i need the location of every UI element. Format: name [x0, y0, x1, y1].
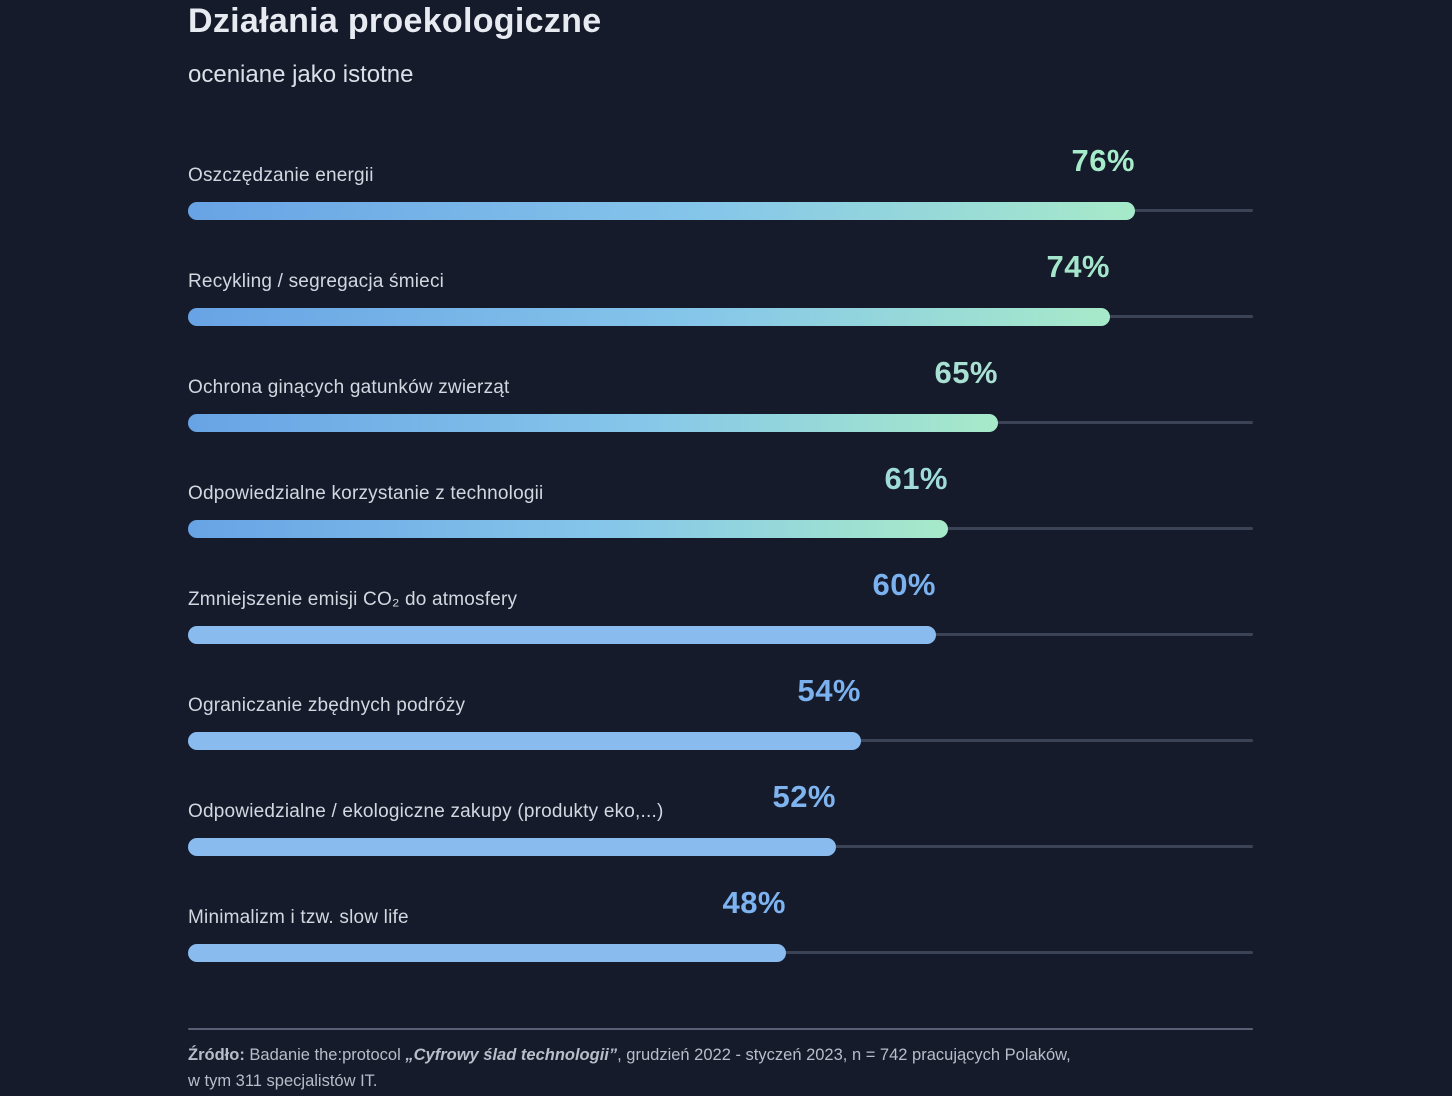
bar-row: 48% Minimalizm i tzw. slow life — [188, 882, 1253, 988]
value-label: 52% — [772, 779, 836, 814]
bar-fill — [188, 626, 936, 644]
category-label: Recykling / segregacja śmieci — [188, 271, 445, 292]
category-label: Odpowiedzialne korzystanie z technologii — [188, 483, 544, 504]
bar-track — [188, 202, 1253, 220]
category-label: Oszczędzanie energii — [188, 165, 374, 186]
source-note-line: w tym 311 specjalistów IT. — [188, 1068, 1148, 1094]
source-note-segment: „Cyfrowy ślad technologii” — [405, 1046, 618, 1064]
bar-fill — [188, 202, 1135, 220]
value-label: 54% — [797, 673, 861, 708]
value-label: 65% — [934, 355, 998, 390]
source-note-line: Źródło: Badanie the:protocol „Cyfrowy śl… — [188, 1042, 1148, 1068]
value-label: 61% — [884, 461, 948, 496]
value-label: 76% — [1071, 143, 1135, 178]
page-title: Działania proekologiczne — [188, 2, 602, 40]
bar-chart: 76% Oszczędzanie energii 74% Recykling /… — [188, 140, 1253, 988]
chart-content: Działania proekologiczne oceniane jako i… — [188, 0, 1253, 1094]
page-subtitle: oceniane jako istotne — [188, 61, 414, 88]
value-label: 48% — [722, 885, 786, 920]
bar-row: 60% Zmniejszenie emisji CO₂ do atmosfery — [188, 564, 1253, 670]
source-note-segment: Źródło: — [188, 1046, 245, 1064]
category-label: Ograniczanie zbędnych podróży — [188, 695, 466, 716]
value-label: 74% — [1046, 249, 1110, 284]
bar-fill — [188, 732, 861, 750]
bar-fill — [188, 520, 948, 538]
bar-track — [188, 944, 1253, 962]
bar-row: 74% Recykling / segregacja śmieci — [188, 246, 1253, 352]
bar-row: 76% Oszczędzanie energii — [188, 140, 1253, 246]
source-note: Źródło: Badanie the:protocol „Cyfrowy śl… — [188, 1042, 1148, 1094]
bar-track — [188, 838, 1253, 856]
bar-row: 52% Odpowiedzialne / ekologiczne zakupy … — [188, 776, 1253, 882]
category-label: Ochrona ginących gatunków zwierząt — [188, 377, 510, 398]
bar-track — [188, 520, 1253, 538]
source-note-segment: Badanie the:protocol — [244, 1046, 406, 1064]
bar-fill — [188, 944, 786, 962]
bar-row: 65% Ochrona ginących gatunków zwierząt — [188, 352, 1253, 458]
bar-row: 61% Odpowiedzialne korzystanie z technol… — [188, 458, 1253, 564]
bar-track — [188, 732, 1253, 750]
footer-divider — [188, 1028, 1253, 1030]
bar-fill — [188, 838, 836, 856]
source-note-segment: , grudzień 2022 - styczeń 2023, n = 742 … — [617, 1046, 1071, 1064]
category-label: Odpowiedzialne / ekologiczne zakupy (pro… — [188, 801, 664, 822]
bar-track — [188, 308, 1253, 326]
source-note-segment: w tym 311 specjalistów IT. — [188, 1072, 378, 1090]
value-label: 60% — [872, 567, 936, 602]
category-label: Zmniejszenie emisji CO₂ do atmosfery — [188, 589, 518, 610]
bar-fill — [188, 308, 1110, 326]
bar-fill — [188, 414, 998, 432]
bar-row: 54% Ograniczanie zbędnych podróży — [188, 670, 1253, 776]
bar-track — [188, 626, 1253, 644]
category-label: Minimalizm i tzw. slow life — [188, 907, 409, 928]
bar-track — [188, 414, 1253, 432]
